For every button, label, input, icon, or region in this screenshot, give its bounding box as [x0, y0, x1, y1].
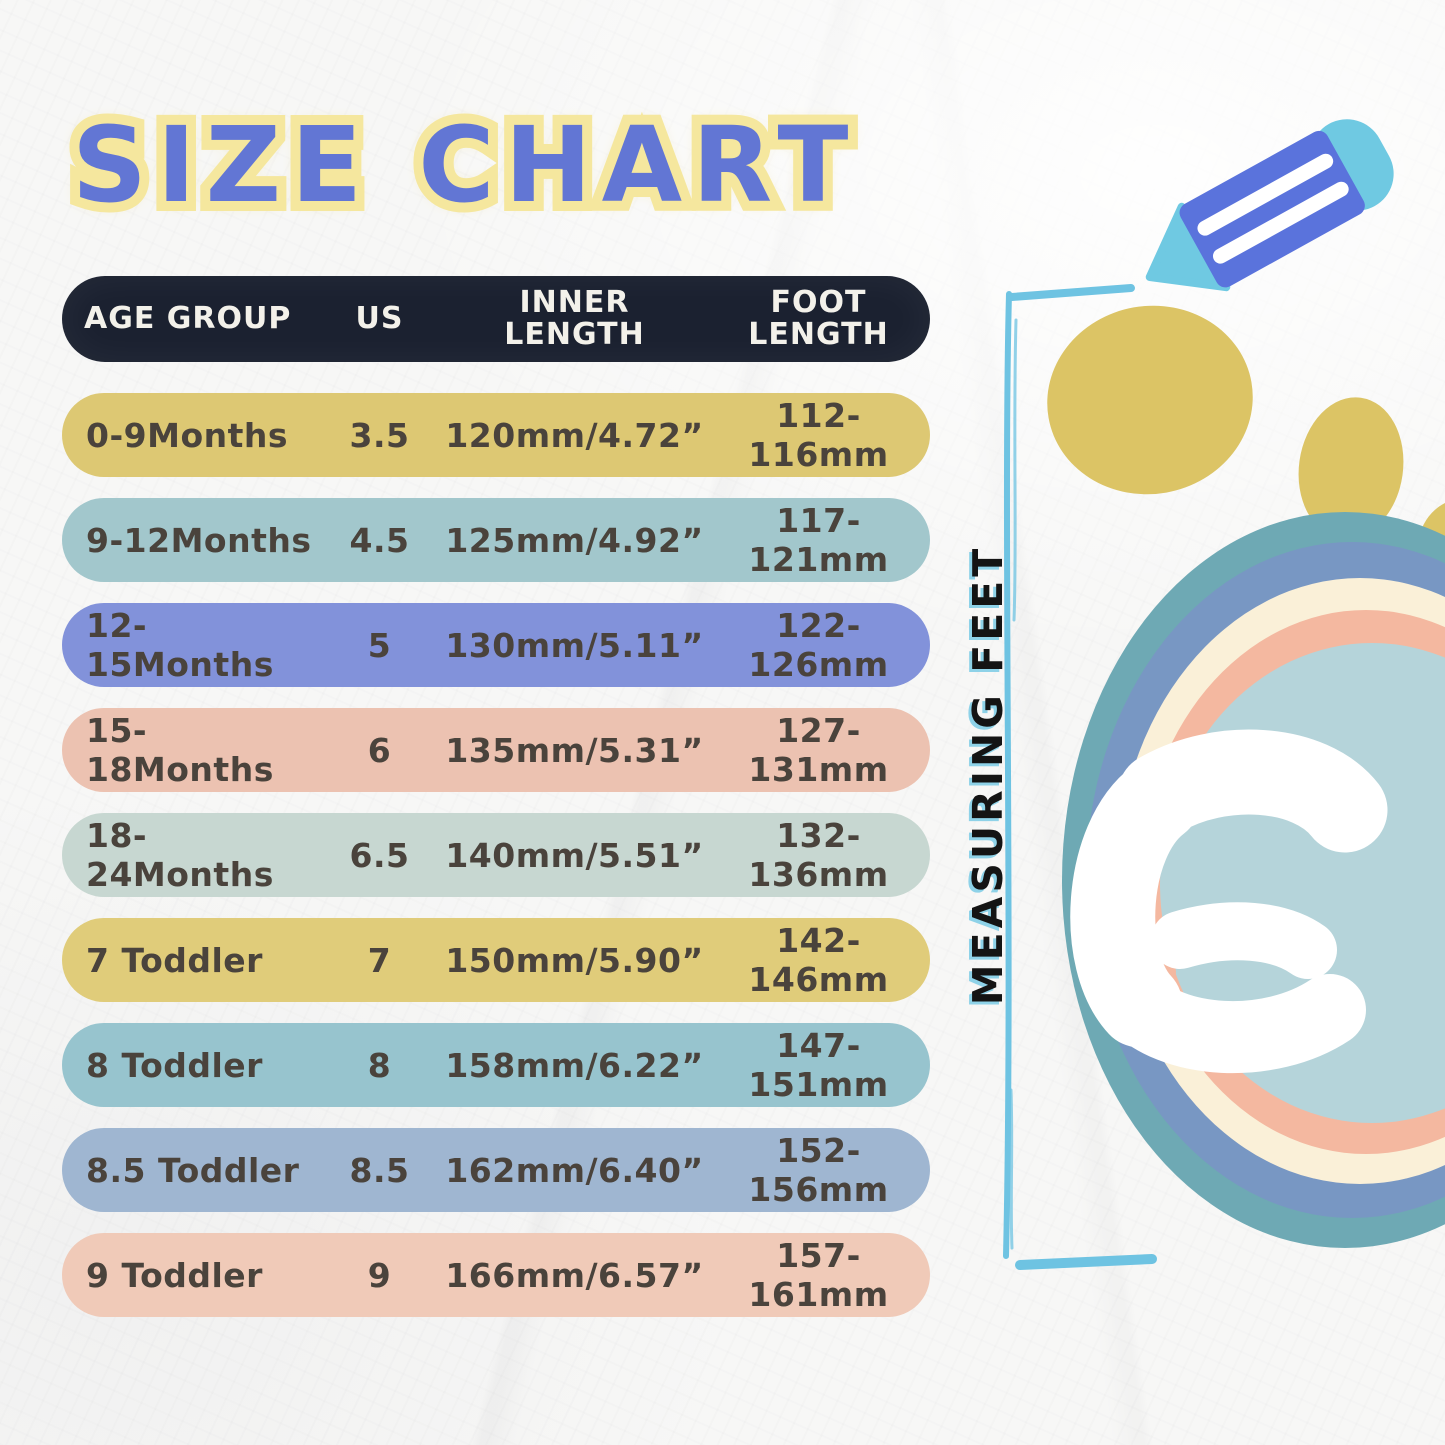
- table-row: 9-12Months 4.5 125mm/4.92” 117-121mm: [62, 498, 930, 582]
- cell-foot-length: 157-161mm: [748, 1236, 889, 1314]
- footprint-icon: [1047, 305, 1445, 1248]
- measuring-feet-label: MEASURING FEET: [964, 544, 1012, 1006]
- cell-us-size: 6: [367, 730, 392, 770]
- table-row: 9 Toddler 9 166mm/6.57” 157-161mm: [62, 1233, 930, 1317]
- column-header-age-group: AGE GROUP: [84, 301, 292, 337]
- cell-us-size: 9: [367, 1255, 392, 1295]
- cell-age-group: 0-9Months: [86, 415, 289, 455]
- cell-age-group: 8.5 Toddler: [86, 1150, 300, 1190]
- cell-us-size: 8: [367, 1045, 392, 1085]
- cell-foot-length: 117-121mm: [748, 501, 889, 579]
- cell-age-group: 18-24Months: [86, 816, 274, 894]
- cell-foot-length: 122-126mm: [748, 606, 889, 684]
- cell-foot-length: 127-131mm: [748, 711, 889, 789]
- cell-inner-length: 166mm/6.57”: [445, 1255, 704, 1295]
- footprint-illustration: [1003, 119, 1445, 1270]
- cell-age-group: 7 Toddler: [86, 940, 263, 980]
- cell-age-group: 8 Toddler: [86, 1045, 263, 1085]
- cell-inner-length: 130mm/5.11”: [445, 625, 704, 665]
- cell-age-group: 9 Toddler: [86, 1255, 263, 1295]
- cell-foot-length: 112-116mm: [748, 396, 889, 474]
- measuring-line-icon: [1003, 284, 1157, 1270]
- cell-us-size: 6.5: [349, 835, 410, 875]
- page-title-text: SIZE CHART: [72, 104, 859, 226]
- foot-arch-squiggle: [1070, 729, 1388, 1074]
- cell-inner-length: 120mm/4.72”: [445, 415, 704, 455]
- table-row: 7 Toddler 7 150mm/5.90” 142-146mm: [62, 918, 930, 1002]
- table-header-row: AGE GROUP US INNER LENGTH FOOT LENGTH: [62, 276, 930, 362]
- column-header-us-size: US: [355, 301, 404, 337]
- table-body: 0-9Months 3.5 120mm/4.72” 112-116mm 9-12…: [62, 393, 930, 1317]
- cell-inner-length: 140mm/5.51”: [445, 835, 704, 875]
- table-row: 12-15Months 5 130mm/5.11” 122-126mm: [62, 603, 930, 687]
- cell-us-size: 3.5: [349, 415, 410, 455]
- table-row: 18-24Months 6.5 140mm/5.51” 132-136mm: [62, 813, 930, 897]
- size-table: AGE GROUP US INNER LENGTH FOOT LENGTH 0-…: [62, 276, 930, 1338]
- pencil-icon: [1145, 119, 1394, 292]
- cell-foot-length: 152-156mm: [748, 1131, 889, 1209]
- table-row: 8.5 Toddler 8.5 162mm/6.40” 152-156mm: [62, 1128, 930, 1212]
- cell-inner-length: 125mm/4.92”: [445, 520, 704, 560]
- page-title: SIZE CHART SIZE CHART: [62, 94, 859, 236]
- cell-foot-length: 142-146mm: [748, 921, 889, 999]
- cell-inner-length: 162mm/6.40”: [445, 1150, 704, 1190]
- cell-age-group: 15-18Months: [86, 711, 274, 789]
- cell-us-size: 7: [367, 940, 392, 980]
- page-title-outline: SIZE CHART: [62, 94, 859, 236]
- column-header-inner-length: INNER LENGTH: [504, 285, 645, 352]
- cell-us-size: 4.5: [349, 520, 410, 560]
- cell-inner-length: 158mm/6.22”: [445, 1045, 704, 1085]
- table-row: 8 Toddler 8 158mm/6.22” 147-151mm: [62, 1023, 930, 1107]
- cell-inner-length: 150mm/5.90”: [445, 940, 704, 980]
- cell-foot-length: 132-136mm: [748, 816, 889, 894]
- cell-us-size: 8.5: [349, 1150, 410, 1190]
- cell-foot-length: 147-151mm: [748, 1026, 889, 1104]
- table-row: 0-9Months 3.5 120mm/4.72” 112-116mm: [62, 393, 930, 477]
- cell-age-group: 12-15Months: [86, 606, 274, 684]
- cell-inner-length: 135mm/5.31”: [445, 730, 704, 770]
- cell-age-group: 9-12Months: [86, 520, 312, 560]
- table-row: 15-18Months 6 135mm/5.31” 127-131mm: [62, 708, 930, 792]
- column-header-foot-length: FOOT LENGTH: [748, 285, 889, 352]
- cell-us-size: 5: [367, 625, 392, 665]
